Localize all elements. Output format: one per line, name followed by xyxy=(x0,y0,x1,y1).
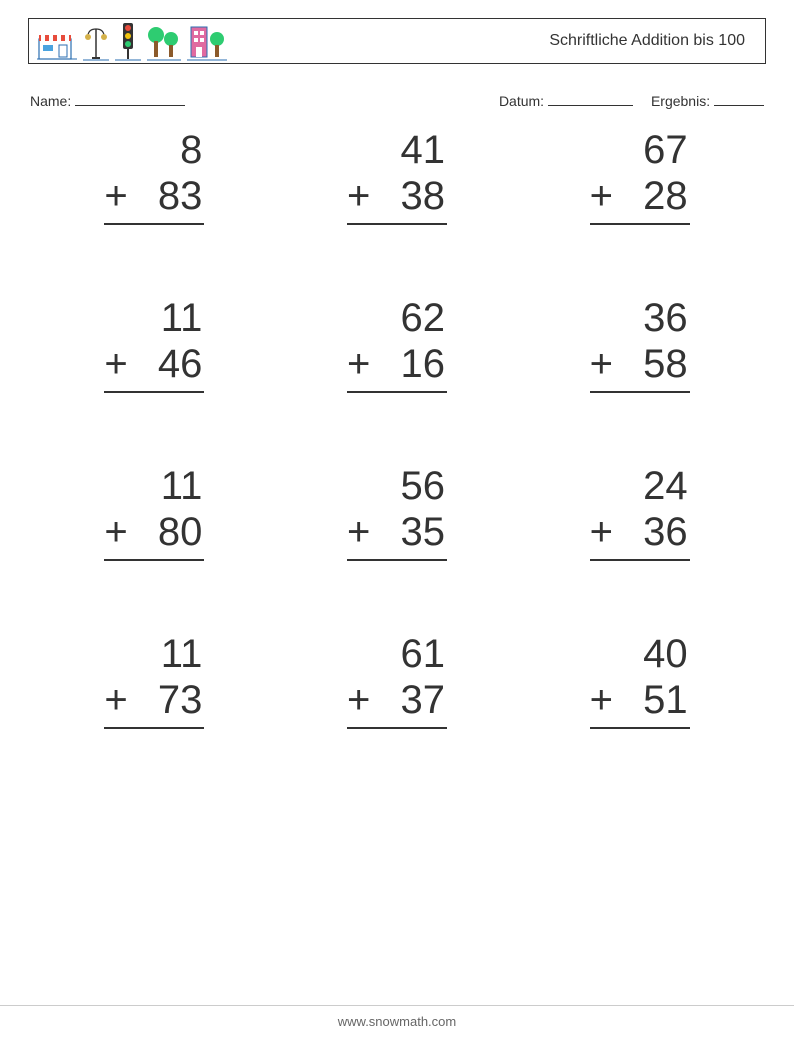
bottom-row: +51 xyxy=(590,677,690,729)
operator: + xyxy=(590,509,613,555)
top-addend: 36 xyxy=(643,295,690,341)
trees-icon xyxy=(147,21,181,61)
problems-grid: 8+8341+3867+2811+4662+1636+5811+8056+352… xyxy=(28,127,766,729)
bottom-addend: 83 xyxy=(128,173,205,219)
bottom-row: +38 xyxy=(347,173,447,225)
header-icons xyxy=(37,21,227,61)
top-addend: 8 xyxy=(180,127,204,173)
top-addend: 11 xyxy=(161,631,205,677)
bottom-addend: 36 xyxy=(613,509,690,555)
worksheet-page: Schriftliche Addition bis 100 Name: Datu… xyxy=(0,0,794,1053)
footer-text: www.snowmath.com xyxy=(338,1014,456,1029)
meta-result: Ergebnis: xyxy=(651,92,764,109)
addition-problem: 61+37 xyxy=(347,631,447,729)
meta-row: Name: Datum: Ergebnis: xyxy=(28,92,766,109)
addition-problem: 56+35 xyxy=(347,463,447,561)
bottom-row: +83 xyxy=(104,173,204,225)
header-bar: Schriftliche Addition bis 100 xyxy=(28,18,766,64)
bottom-addend: 58 xyxy=(613,341,690,387)
operator: + xyxy=(347,677,370,723)
addition-problem: 11+80 xyxy=(104,463,204,561)
name-label: Name: xyxy=(30,93,71,109)
operator: + xyxy=(347,341,370,387)
bottom-row: +58 xyxy=(590,341,690,393)
operator: + xyxy=(347,509,370,555)
bottom-row: +80 xyxy=(104,509,204,561)
addition-problem: 11+73 xyxy=(104,631,204,729)
bottom-row: +46 xyxy=(104,341,204,393)
addition-problem: 62+16 xyxy=(347,295,447,393)
top-addend: 11 xyxy=(161,463,205,509)
top-addend: 41 xyxy=(400,127,447,173)
bottom-row: +35 xyxy=(347,509,447,561)
top-addend: 61 xyxy=(400,631,447,677)
operator: + xyxy=(104,173,127,219)
top-addend: 11 xyxy=(161,295,205,341)
bottom-addend: 38 xyxy=(370,173,447,219)
bottom-row: +16 xyxy=(347,341,447,393)
bottom-addend: 46 xyxy=(128,341,205,387)
name-blank xyxy=(75,92,185,106)
bottom-addend: 28 xyxy=(613,173,690,219)
footer: www.snowmath.com xyxy=(0,1005,794,1029)
operator: + xyxy=(104,677,127,723)
bottom-addend: 35 xyxy=(370,509,447,555)
top-addend: 24 xyxy=(643,463,690,509)
date-blank xyxy=(548,92,633,106)
top-addend: 67 xyxy=(643,127,690,173)
operator: + xyxy=(590,341,613,387)
bottom-row: +37 xyxy=(347,677,447,729)
bottom-row: +36 xyxy=(590,509,690,561)
operator: + xyxy=(590,677,613,723)
addition-problem: 36+58 xyxy=(590,295,690,393)
shop-icon xyxy=(37,25,77,61)
header-title: Schriftliche Addition bis 100 xyxy=(549,32,745,50)
building-icon xyxy=(187,21,227,61)
operator: + xyxy=(590,173,613,219)
addition-problem: 11+46 xyxy=(104,295,204,393)
bottom-row: +73 xyxy=(104,677,204,729)
operator: + xyxy=(104,509,127,555)
addition-problem: 41+38 xyxy=(347,127,447,225)
result-label: Ergebnis: xyxy=(651,93,710,109)
traffic-light-icon xyxy=(115,21,141,61)
bottom-addend: 73 xyxy=(128,677,205,723)
addition-problem: 24+36 xyxy=(590,463,690,561)
result-blank xyxy=(714,92,764,106)
bottom-addend: 51 xyxy=(613,677,690,723)
meta-date: Datum: xyxy=(499,92,633,109)
bottom-addend: 16 xyxy=(370,341,447,387)
operator: + xyxy=(104,341,127,387)
top-addend: 40 xyxy=(643,631,690,677)
addition-problem: 8+83 xyxy=(104,127,204,225)
operator: + xyxy=(347,173,370,219)
top-addend: 62 xyxy=(400,295,447,341)
streetlamp-icon xyxy=(83,21,109,61)
bottom-addend: 37 xyxy=(370,677,447,723)
addition-problem: 67+28 xyxy=(590,127,690,225)
meta-name: Name: xyxy=(30,92,499,109)
addition-problem: 40+51 xyxy=(590,631,690,729)
date-label: Datum: xyxy=(499,93,544,109)
bottom-addend: 80 xyxy=(128,509,205,555)
top-addend: 56 xyxy=(400,463,447,509)
bottom-row: +28 xyxy=(590,173,690,225)
